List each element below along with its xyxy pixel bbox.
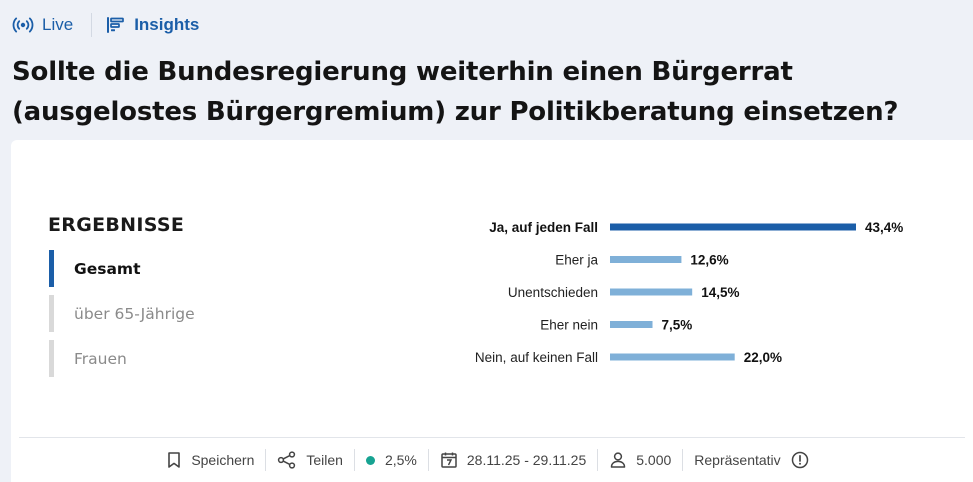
respondent-count: 5.000 <box>609 451 671 469</box>
footer-separator <box>597 449 599 471</box>
live-label: Live <box>42 15 74 34</box>
insights-link[interactable]: Insights <box>106 15 199 35</box>
bar-category-label: Ja, auf jeden Fall <box>489 220 598 235</box>
poll-question: Sollte die Bundesregierung weiterhin ein… <box>12 57 899 127</box>
filter-label: Gesamt <box>74 259 141 278</box>
representative-label: Repräsentativ <box>694 452 781 468</box>
bar-value-label: 12,6% <box>690 253 728 268</box>
bar-category-label: Nein, auf keinen Fall <box>475 350 598 365</box>
bar-value-label: 7,5% <box>662 318 693 333</box>
bar <box>610 288 693 296</box>
insights-icon <box>107 17 125 33</box>
share-icon <box>278 451 296 469</box>
footer-separator <box>427 449 429 471</box>
person-icon <box>610 452 626 468</box>
results-card: ERGEBNISSE Gesamt über 65-Jährige Frauen… <box>11 140 973 482</box>
share-button[interactable]: Teilen <box>277 451 343 469</box>
bar-value-label: 22,0% <box>744 350 782 365</box>
footer-divider <box>19 437 965 438</box>
calendar-icon <box>441 452 457 468</box>
results-heading: ERGEBNISSE <box>48 214 185 236</box>
filter-over-65[interactable]: über 65-Jährige <box>49 295 249 332</box>
top-nav: Live Insights <box>12 12 199 38</box>
bar <box>610 223 856 231</box>
margin-value: 2,5% <box>384 452 417 468</box>
insights-label: Insights <box>134 15 200 34</box>
info-icon <box>791 451 808 469</box>
save-label: Speichern <box>191 452 255 468</box>
footer-separator <box>353 449 355 471</box>
segment-filters: Gesamt über 65-Jährige Frauen <box>49 250 249 385</box>
footer-separator <box>682 449 684 471</box>
nav-divider <box>91 13 93 37</box>
bar-category-label: Eher nein <box>540 318 598 333</box>
poll-footer: Speichern Teilen 2,5% 28.11.25 - 29.11. <box>11 438 973 482</box>
live-link[interactable]: Live <box>12 15 73 35</box>
filter-label: Frauen <box>74 349 127 368</box>
bar-value-label: 43,4% <box>865 220 903 235</box>
filter-label: über 65-Jährige <box>74 304 195 323</box>
bar <box>610 321 653 328</box>
bookmark-icon <box>168 452 181 468</box>
bar-category-label: Unentschieden <box>508 285 598 300</box>
status-dot-icon <box>365 455 375 465</box>
representative-info[interactable]: Repräsentativ <box>694 451 817 469</box>
filter-gesamt[interactable]: Gesamt <box>49 250 249 287</box>
bar <box>610 256 682 263</box>
save-button[interactable]: Speichern <box>166 451 254 469</box>
respondent-value: 5.000 <box>636 452 672 468</box>
broadcast-icon <box>12 17 34 33</box>
error-margin: 2,5% <box>365 452 417 468</box>
share-label: Teilen <box>306 452 343 468</box>
bar <box>610 353 735 361</box>
footer-separator <box>265 449 267 471</box>
filter-women[interactable]: Frauen <box>49 340 249 377</box>
survey-period: 28.11.25 - 29.11.25 <box>440 451 586 469</box>
bar-value-label: 14,5% <box>701 285 739 300</box>
bar-category-label: Eher ja <box>555 253 598 268</box>
date-range: 28.11.25 - 29.11.25 <box>466 452 587 468</box>
results-bar-chart: Ja, auf jeden Fall 43,4% Eher ja 12,6% Unent… <box>475 220 903 365</box>
